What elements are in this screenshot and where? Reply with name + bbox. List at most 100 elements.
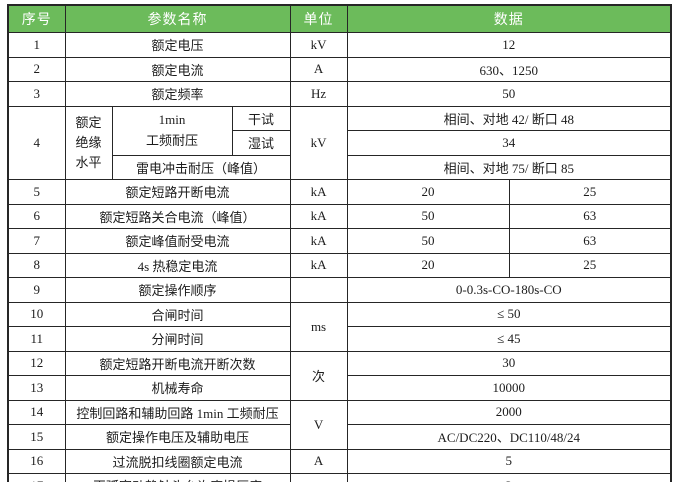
cell-data: 10000: [346, 375, 672, 401]
cell-data-2: 25: [508, 252, 672, 278]
table-header-row: 序号 参数名称 单位 数据: [7, 4, 672, 33]
cell-name: 分闸时间: [64, 326, 291, 352]
cell-data: ≤ 50: [346, 301, 672, 327]
cell-insulation-level: 额定 绝缘 水平: [64, 105, 113, 180]
cell-unit: 次: [289, 350, 348, 401]
cell-no: 17: [7, 473, 66, 482]
cell-data: 50: [346, 81, 672, 107]
cell-name: 过流脱扣线圈额定电流: [64, 448, 291, 474]
cell-dry-test-label: 干试: [231, 105, 291, 131]
cell-data: 12: [346, 32, 672, 58]
cell-no: 3: [7, 81, 66, 107]
cell-impulse-label: 雷电冲击耐压（峰值）: [111, 154, 291, 180]
header-no: 序号: [7, 4, 66, 33]
table-row: 8 4s 热稳定电流 kA 20 25: [7, 252, 672, 278]
cell-name: 灭弧室动静触头允许磨损厚度: [64, 473, 291, 482]
cell-no: 12: [7, 350, 66, 376]
cell-no: 4: [7, 105, 66, 180]
cell-data-2: 63: [508, 228, 672, 254]
header-name: 参数名称: [64, 4, 291, 33]
table-row: 11 分闸时间 ≤ 45: [7, 326, 672, 352]
table-row: 2 额定电流 A 630、1250: [7, 56, 672, 82]
table-row: 7 额定峰值耐受电流 kA 50 63: [7, 228, 672, 254]
cell-data-2: 25: [508, 179, 672, 205]
cell-unit: kA: [289, 252, 348, 278]
table-row: 3 额定频率 Hz 50: [7, 81, 672, 107]
cell-no: 7: [7, 228, 66, 254]
insulation-line: 额定: [75, 114, 102, 130]
power-freq-line: 1min: [158, 112, 186, 128]
cell-data: 5: [346, 448, 672, 474]
table-row: 10 合闸时间 ms ≤ 50: [7, 301, 672, 352]
cell-data: 2000: [346, 399, 672, 425]
parameter-table: 序号 参数名称 单位 数据 1 额定电压 kV 12 2 额定电流 A 630、…: [7, 4, 673, 482]
cell-name: 额定电流: [64, 56, 291, 82]
cell-unit: kV: [289, 32, 348, 58]
cell-impulse-data: 相间、对地 75/ 断口 85: [346, 154, 672, 180]
cell-name: 额定频率: [64, 81, 291, 107]
table-row: 17 灭弧室动静触头允许磨损厚度 mm 3: [7, 473, 672, 482]
cell-data: 0-0.3s-CO-180s-CO: [346, 277, 672, 303]
table-row-insulation-impulse: 雷电冲击耐压（峰值） 相间、对地 75/ 断口 85: [8, 154, 672, 180]
cell-data-1: 50: [346, 228, 510, 254]
cell-name: 额定短路开断电流开断次数: [64, 350, 291, 376]
table-row: 14 控制回路和辅助回路 1min 工频耐压 V 2000: [7, 399, 672, 450]
cell-data-1: 20: [346, 179, 510, 205]
cell-unit: mm: [289, 473, 348, 482]
cell-data: 30: [346, 350, 672, 376]
cell-name: 控制回路和辅助回路 1min 工频耐压: [64, 399, 291, 425]
cell-unit: ms: [289, 301, 348, 352]
table-row: 16 过流脱扣线圈额定电流 A 5: [7, 448, 672, 474]
cell-unit: V: [289, 399, 348, 450]
cell-no: 1: [7, 32, 66, 58]
cell-unit: [289, 277, 348, 303]
table-row-insulation-dry: 4 额定 绝缘 水平 1min 工频耐压 干试 kV 相间、对地 42/ 断口 …: [7, 105, 672, 180]
cell-data: 630、1250: [346, 56, 672, 82]
cell-unit: kA: [289, 203, 348, 229]
table-row: 13 机械寿命 10000: [7, 375, 672, 401]
cell-data: 3: [346, 473, 672, 482]
cell-no: 11: [7, 326, 66, 352]
cell-unit: kV: [289, 105, 348, 180]
cell-no: 6: [7, 203, 66, 229]
cell-no: 10: [7, 301, 66, 327]
cell-data-1: 20: [346, 252, 510, 278]
cell-no: 8: [7, 252, 66, 278]
cell-unit: A: [289, 56, 348, 82]
cell-name: 合闸时间: [64, 301, 291, 327]
cell-name: 额定短路开断电流: [64, 179, 291, 205]
cell-no: 9: [7, 277, 66, 303]
cell-unit: kA: [289, 179, 348, 205]
cell-power-freq-withstand: 1min 工频耐压: [111, 105, 233, 156]
cell-no: 16: [7, 448, 66, 474]
cell-data: ≤ 45: [346, 326, 672, 352]
cell-name: 4s 热稳定电流: [64, 252, 291, 278]
cell-name: 额定峰值耐受电流: [64, 228, 291, 254]
cell-name: 额定短路关合电流（峰值）: [64, 203, 291, 229]
header-unit: 单位: [289, 4, 348, 33]
cell-unit: kA: [289, 228, 348, 254]
cell-unit: A: [289, 448, 348, 474]
table-row-insulation-wet: 湿试 34: [8, 130, 672, 156]
cell-name: 额定电压: [64, 32, 291, 58]
cell-name: 额定操作顺序: [64, 277, 291, 303]
cell-no: 14: [7, 399, 66, 425]
cell-unit: Hz: [289, 81, 348, 107]
cell-no: 13: [7, 375, 66, 401]
cell-name: 机械寿命: [64, 375, 291, 401]
cell-wet-test-data: 34: [346, 130, 672, 156]
power-freq-line: 工频耐压: [145, 132, 198, 148]
cell-no: 5: [7, 179, 66, 205]
cell-wet-test-label: 湿试: [231, 130, 291, 156]
cell-data: AC/DC220、DC110/48/24: [346, 424, 672, 450]
cell-no: 2: [7, 56, 66, 82]
table-row: 5 额定短路开断电流 kA 20 25: [7, 179, 672, 205]
cell-no: 15: [7, 424, 66, 450]
table-row: 6 额定短路关合电流（峰值） kA 50 63: [7, 203, 672, 229]
table-row: 1 额定电压 kV 12: [7, 32, 672, 58]
cell-name: 额定操作电压及辅助电压: [64, 424, 291, 450]
header-data: 数据: [346, 4, 672, 33]
cell-dry-test-data: 相间、对地 42/ 断口 48: [346, 105, 672, 131]
insulation-line: 绝缘: [75, 134, 102, 150]
